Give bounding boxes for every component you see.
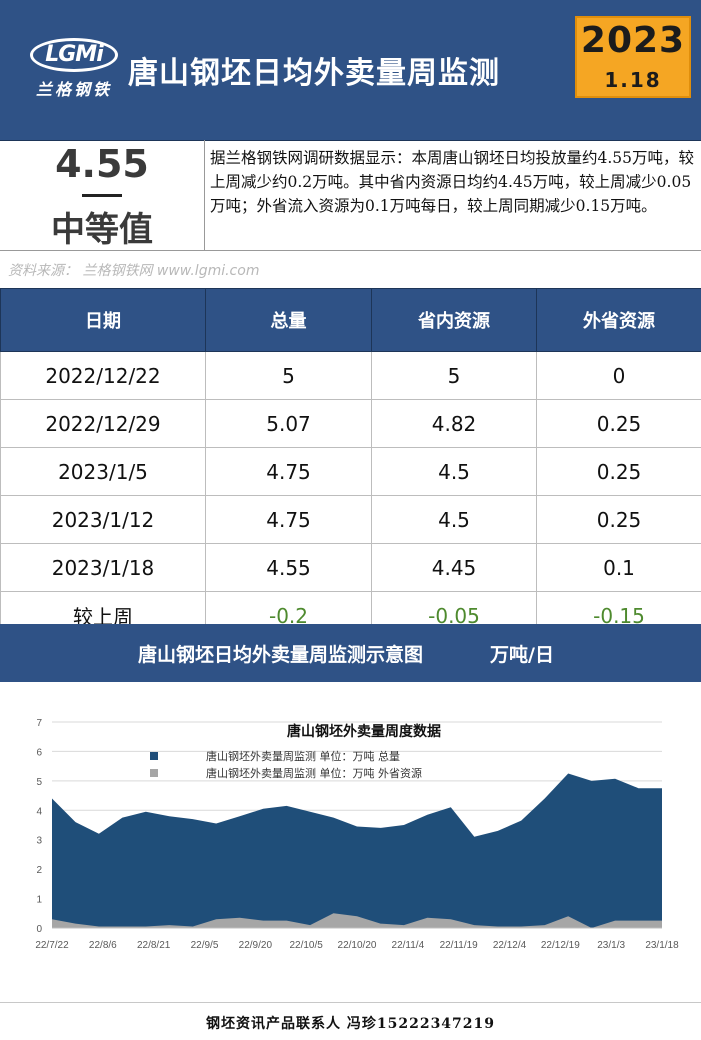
x-tick-label: 22/7/22 [35,940,69,951]
y-tick-label: 3 [36,836,42,847]
cell-date: 2022/12/22 [1,352,206,400]
legend-swatch [150,752,158,760]
x-tick-label: 22/10/20 [338,940,377,951]
y-tick-label: 1 [36,895,42,906]
date-badge: 2023 1.18 [575,16,691,98]
summary-divider [82,194,122,197]
x-tick-label: 22/10/5 [289,940,323,951]
date-month-day: 1.18 [577,68,689,92]
chart-section-unit: 万吨/日 [490,640,554,667]
page-title: 唐山钢坯日均外卖量周监测 [128,48,500,92]
chart-title: 唐山钢坯外卖量周度数据 [287,723,441,740]
summary-level: 中等值 [0,202,204,251]
summary-value: 4.55 [0,142,204,186]
cell-in-province: 5 [372,352,537,400]
cell-out-province: 0 [537,352,701,400]
table-row: 2022/12/29 5.07 4.82 0.25 [1,400,701,448]
cell-in-province: 4.5 [372,496,537,544]
table-row: 2023/1/12 4.75 4.5 0.25 [1,496,701,544]
cell-in-province: 4.45 [372,544,537,592]
y-tick-label: 2 [36,865,42,876]
cell-total: 4.55 [206,544,372,592]
chart-section-header: 唐山钢坯日均外卖量周监测示意图 万吨/日 [0,624,701,682]
legend-label: 唐山钢坯外卖量周监测 单位：万吨 总量 [206,749,400,763]
logo-chinese-text: 兰格钢铁 [28,76,120,100]
header-date: 日期 [1,289,206,352]
footer-contact: 钢坯资讯产品联系人 冯珍15222347219 [0,1013,701,1033]
series-area-total [52,774,662,929]
cell-in-province: 4.5 [372,448,537,496]
cell-out-province: 0.25 [537,496,701,544]
cell-in-province: 4.82 [372,400,537,448]
y-tick-label: 5 [36,777,42,788]
table-row: 2023/1/5 4.75 4.5 0.25 [1,448,701,496]
lgmi-logo: LGMi 兰格钢铁 [26,30,122,100]
x-tick-label: 22/8/6 [89,940,117,951]
x-tick-label: 22/11/19 [440,940,479,951]
date-year: 2023 [577,20,689,61]
x-tick-label: 22/8/21 [137,940,171,951]
legend-label: 唐山钢坯外卖量周监测 单位：万吨 外省资源 [206,766,422,780]
cell-total: 4.75 [206,448,372,496]
table-header-row: 日期 总量 省内资源 外省资源 [1,289,701,352]
header-out-province: 外省资源 [537,289,701,352]
chart-container: 0 1 2 3 4 5 6 7 22/7/22 22/8/6 22/8/21 22/9/5 22/9/2… [0,690,701,990]
area-chart: 0 1 2 3 4 5 6 7 22/7/22 22/8/6 22/8/21 22/9/5 22/9/2… [0,690,701,990]
table-row: 2023/1/18 4.55 4.45 0.1 [1,544,701,592]
header-banner: LGMi 兰格钢铁 唐山钢坯日均外卖量周监测 2023 1.18 [0,0,701,141]
x-tick-label: 22/9/5 [191,940,219,951]
cell-total: 5.07 [206,400,372,448]
footer: 钢坯资讯产品联系人 冯珍15222347219 [0,1002,701,1040]
cell-out-province: 0.25 [537,448,701,496]
cell-date: 2023/1/12 [1,496,206,544]
y-tick-label: 6 [36,747,42,758]
summary-text: 据兰格钢铁网调研数据显示：本周唐山钢坯日均投放量约4.55万吨，较上周减少约0.… [210,146,694,218]
header-total: 总量 [206,289,372,352]
cell-out-province: 0.1 [537,544,701,592]
x-tick-label: 22/11/4 [392,940,425,951]
cell-out-province: 0.25 [537,400,701,448]
x-tick-label: 22/9/20 [239,940,273,951]
data-source-note: 资料来源： 兰格钢铁网 www.lgmi.com [8,260,259,280]
legend-swatch [150,769,158,777]
x-tick-label: 22/12/4 [493,940,527,951]
summary-section: 4.55 中等值 据兰格钢铁网调研数据显示：本周唐山钢坯日均投放量约4.55万吨… [0,140,701,251]
cell-date: 2023/1/18 [1,544,206,592]
logo-text: LGMi [36,42,112,67]
summary-indicator: 4.55 中等值 [0,140,205,250]
header-in-province: 省内资源 [372,289,537,352]
chart-section-title: 唐山钢坯日均外卖量周监测示意图 [138,640,423,667]
table-row: 2022/12/22 5 5 0 [1,352,701,400]
y-tick-label: 4 [36,806,42,817]
x-tick-label: 23/1/18 [645,940,679,951]
cell-date: 2022/12/29 [1,400,206,448]
y-tick-label: 0 [36,924,42,935]
x-tick-label: 22/12/19 [541,940,580,951]
y-tick-label: 7 [36,718,42,729]
x-tick-label: 23/1/3 [597,940,625,951]
cell-total: 5 [206,352,372,400]
cell-total: 4.75 [206,496,372,544]
cell-date: 2023/1/5 [1,448,206,496]
data-table: 日期 总量 省内资源 外省资源 2022/12/22 5 5 0 2022/12… [0,288,701,640]
